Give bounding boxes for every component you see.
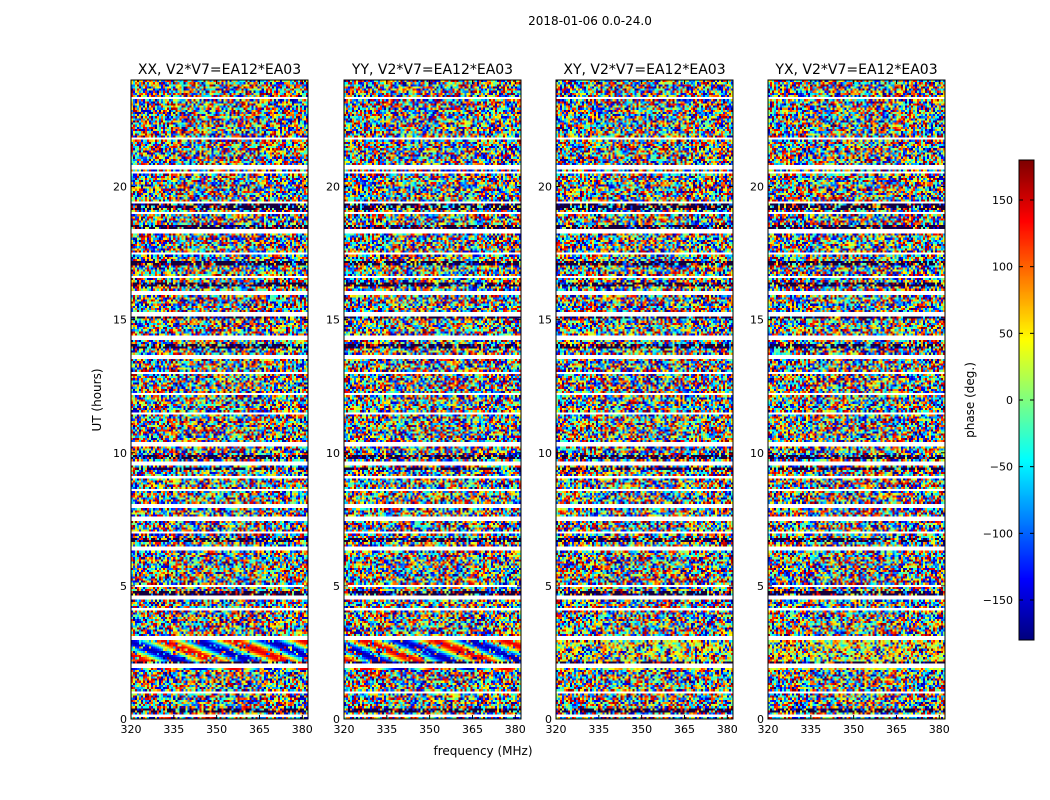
panel-yx: YX, V2*V7=EA12*EA03 320 335 350 365 380 0 5 10 15… [750, 62, 950, 736]
x-tick-label: 320 [758, 723, 779, 736]
colorbar-tick-label: −50 [990, 461, 1013, 474]
x-tick-label: 380 [717, 723, 738, 736]
axes-frame [555, 79, 734, 720]
figure-suptitle: 2018-01-06 0.0-24.0 [528, 14, 652, 28]
y-tick-label: 15 [538, 314, 552, 327]
panel-title: YX, V2*V7=EA12*EA03 [774, 62, 937, 78]
x-tick-label: 365 [886, 723, 907, 736]
heatmap-xx [131, 80, 308, 719]
x-tick-label: 380 [929, 723, 950, 736]
colorbar-tick-label: −100 [983, 527, 1013, 540]
y-axis-label: UT (hours) [90, 368, 104, 431]
x-tick-label: 380 [505, 723, 526, 736]
axes-frame [767, 79, 946, 720]
x-axis-label: frequency (MHz) [433, 744, 532, 758]
y-tick-label: 15 [326, 314, 340, 327]
x-tick-label: 335 [376, 723, 397, 736]
y-tick-label: 20 [113, 181, 127, 194]
x-tick-label: 365 [674, 723, 695, 736]
x-tick-label: 365 [462, 723, 483, 736]
colorbar-tick-label: 150 [992, 194, 1013, 207]
x-tick-label: 335 [163, 723, 184, 736]
colorbar: 150 100 50 0 −50 −100 −150 [983, 159, 1035, 641]
y-tick-label: 5 [545, 580, 552, 593]
colorbar-gradient [1019, 160, 1034, 640]
y-tick-label: 0 [333, 713, 340, 726]
axes-frame [343, 79, 522, 720]
heatmap-yy [344, 80, 521, 719]
colorbar-tick-label: 0 [1006, 394, 1013, 407]
y-tick-label: 20 [538, 181, 552, 194]
y-tick-label: 20 [326, 181, 340, 194]
y-tick-label: 10 [750, 447, 764, 460]
y-tick-label: 15 [113, 314, 127, 327]
panel-title: XX, V2*V7=EA12*EA03 [138, 62, 301, 78]
x-tick-label: 350 [843, 723, 864, 736]
colorbar-tick-label: −150 [983, 594, 1013, 607]
x-tick-label: 350 [419, 723, 440, 736]
y-tick-label: 15 [750, 314, 764, 327]
y-tick-label: 10 [538, 447, 552, 460]
heatmap-xy [556, 80, 733, 719]
panels-group: XX, V2*V7=EA12*EA03 320 335 350 365 380 0 5 10 15… [113, 62, 950, 736]
y-tick-label: 0 [757, 713, 764, 726]
x-tick-label: 380 [292, 723, 313, 736]
y-tick-label: 5 [120, 580, 127, 593]
x-tick-label: 335 [588, 723, 609, 736]
y-tick-label: 10 [113, 447, 127, 460]
y-tick-label: 5 [757, 580, 764, 593]
panel-yy: YY, V2*V7=EA12*EA03 320 335 350 365 380 0 5 10 15… [326, 62, 526, 736]
x-tick-label: 365 [249, 723, 270, 736]
y-tick-label: 0 [120, 713, 127, 726]
x-tick-label: 320 [334, 723, 355, 736]
x-tick-label: 320 [121, 723, 142, 736]
x-tick-label: 350 [206, 723, 227, 736]
colorbar-tick-label: 50 [999, 327, 1013, 340]
axes-frame [130, 79, 309, 720]
x-tick-label: 350 [631, 723, 652, 736]
y-tick-label: 5 [333, 580, 340, 593]
panel-title: XY, V2*V7=EA12*EA03 [563, 62, 725, 78]
y-tick-label: 0 [545, 713, 552, 726]
x-tick-label: 320 [546, 723, 567, 736]
x-tick-label: 335 [800, 723, 821, 736]
panel-xy: XY, V2*V7=EA12*EA03 320 335 350 365 380 0 5 10 15… [538, 62, 738, 736]
heatmap-yx [768, 80, 945, 719]
panel-xx: XX, V2*V7=EA12*EA03 320 335 350 365 380 0 5 10 15… [113, 62, 313, 736]
colorbar-tick-label: 100 [992, 261, 1013, 274]
panel-title: YY, V2*V7=EA12*EA03 [351, 62, 513, 78]
y-tick-label: 20 [750, 181, 764, 194]
y-tick-label: 10 [326, 447, 340, 460]
colorbar-label: phase (deg.) [963, 362, 977, 438]
